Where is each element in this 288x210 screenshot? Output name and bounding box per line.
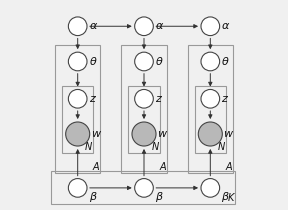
Circle shape bbox=[201, 17, 220, 35]
Text: A: A bbox=[226, 162, 232, 172]
Text: $\theta$: $\theta$ bbox=[89, 55, 97, 67]
Circle shape bbox=[201, 89, 220, 108]
Text: K: K bbox=[228, 193, 234, 203]
Circle shape bbox=[68, 89, 87, 108]
Text: A: A bbox=[159, 162, 166, 172]
Text: $w$: $w$ bbox=[91, 129, 102, 139]
Text: $\theta$: $\theta$ bbox=[221, 55, 230, 67]
Circle shape bbox=[135, 17, 153, 35]
Text: $w$: $w$ bbox=[157, 129, 168, 139]
Text: $\alpha$: $\alpha$ bbox=[89, 21, 98, 31]
Text: $z$: $z$ bbox=[155, 94, 163, 104]
Circle shape bbox=[201, 178, 220, 197]
Text: N: N bbox=[217, 142, 225, 152]
Text: $\beta$: $\beta$ bbox=[221, 190, 230, 204]
Text: $z$: $z$ bbox=[89, 94, 97, 104]
Text: $\beta$: $\beta$ bbox=[155, 190, 164, 204]
Circle shape bbox=[198, 122, 222, 146]
Text: A: A bbox=[93, 162, 99, 172]
Circle shape bbox=[135, 89, 153, 108]
Circle shape bbox=[68, 178, 87, 197]
Text: N: N bbox=[151, 142, 158, 152]
Text: $z$: $z$ bbox=[221, 94, 229, 104]
Circle shape bbox=[132, 122, 156, 146]
Text: $w$: $w$ bbox=[223, 129, 234, 139]
Circle shape bbox=[135, 52, 153, 71]
Text: N: N bbox=[85, 142, 92, 152]
Text: $\beta$: $\beta$ bbox=[89, 190, 97, 204]
Circle shape bbox=[201, 52, 220, 71]
Text: $\alpha$: $\alpha$ bbox=[221, 21, 230, 31]
Circle shape bbox=[68, 17, 87, 35]
Circle shape bbox=[68, 52, 87, 71]
Text: $\alpha$: $\alpha$ bbox=[155, 21, 164, 31]
Circle shape bbox=[66, 122, 90, 146]
Text: $\theta$: $\theta$ bbox=[155, 55, 164, 67]
Circle shape bbox=[135, 178, 153, 197]
